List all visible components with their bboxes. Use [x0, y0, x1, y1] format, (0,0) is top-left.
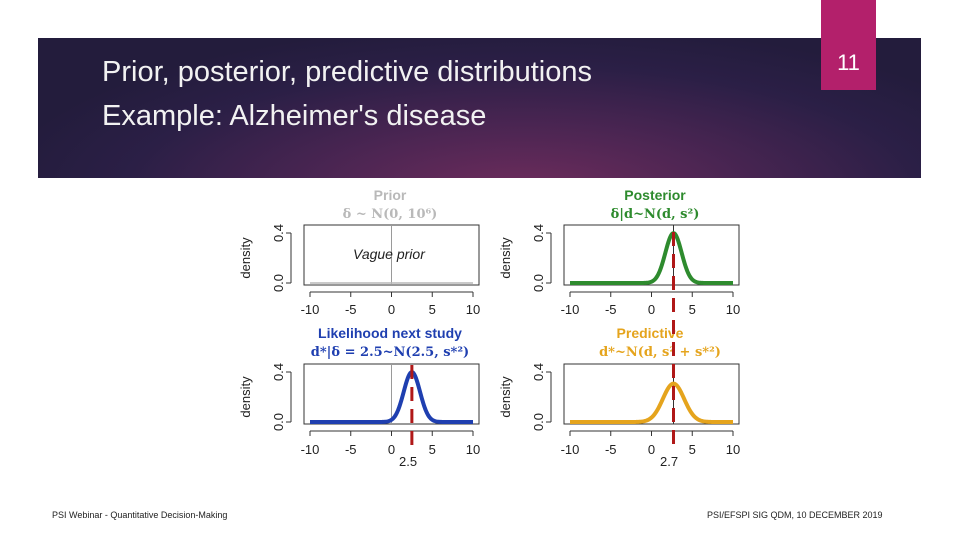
- posterior-y-tick-label: 0.0: [531, 274, 546, 292]
- posterior-title: Posterior: [624, 187, 686, 203]
- predictive-x-tick-label: 0: [648, 442, 655, 457]
- prior-title: Prior: [373, 187, 407, 203]
- likelihood-x-tick-label: -5: [345, 442, 357, 457]
- posterior-y-tick-label: 0.4: [531, 224, 546, 242]
- posterior-density-curve: [568, 231, 735, 285]
- footer-left: PSI Webinar - Quantitative Decision-Maki…: [52, 510, 228, 520]
- posterior-plot-box: [563, 224, 740, 286]
- predictive-marker-label: 2.7: [660, 454, 678, 469]
- posterior-x-tick-label: 5: [689, 302, 696, 317]
- predictive-x-tick-label: -10: [561, 442, 580, 457]
- predictive-x-tick-label: 10: [726, 442, 740, 457]
- likelihood-marker-label: 2.5: [399, 454, 417, 469]
- prior-x-tick-label: 10: [466, 302, 480, 317]
- posterior-x-tick-label: 10: [726, 302, 740, 317]
- posterior-formula: δ|d~N(d, s²): [610, 207, 700, 222]
- title-banner: [38, 38, 921, 178]
- page-number-tab: [821, 0, 876, 90]
- likelihood-x-tick-label: 10: [466, 442, 480, 457]
- likelihood-x-tick-label: -10: [301, 442, 320, 457]
- prior-x-tick-label: -10: [301, 302, 320, 317]
- predictive-y-tick-label: 0.4: [531, 363, 546, 381]
- prior-y-tick-label: 0.0: [271, 274, 286, 292]
- prior-x-tick-label: 0: [388, 302, 395, 317]
- slide-title: Prior, posterior, predictive distributio…: [102, 56, 592, 88]
- posterior-x-tick-label: 0: [648, 302, 655, 317]
- vague-prior-annotation: Vague prior: [353, 246, 426, 262]
- likelihood-density-curve: [308, 370, 475, 424]
- predictive-x-tick-label: 5: [689, 442, 696, 457]
- likelihood-formula: d*|δ = 2.5~N(2.5, s*²): [310, 345, 470, 360]
- likelihood-y-tick-label: 0.4: [271, 363, 286, 381]
- likelihood-y-tick-label: 0.0: [271, 413, 286, 431]
- predictive-title: Predictive: [616, 325, 684, 341]
- prior-x-tick-label: 5: [429, 302, 436, 317]
- prior-formula: δ ~ N(0, 10⁶): [342, 207, 438, 222]
- predictive-plot-box: [563, 363, 740, 425]
- prior-x-tick-label: -5: [345, 302, 357, 317]
- likelihood-y-axis-label: density: [238, 376, 253, 418]
- likelihood-x-tick-label: 0: [388, 442, 395, 457]
- slide-subtitle: Example: Alzheimer's disease: [102, 100, 487, 132]
- posterior-x-tick-label: -5: [605, 302, 617, 317]
- likelihood-x-tick-label: 5: [429, 442, 436, 457]
- predictive-y-axis-label: density: [498, 376, 513, 418]
- predictive-density-curve: [568, 381, 735, 424]
- prior-y-axis-label: density: [238, 237, 253, 279]
- posterior-y-axis-label: density: [498, 237, 513, 279]
- predictive-formula: d*~N(d, s² + s*²): [599, 345, 721, 360]
- page-number: 11: [837, 50, 860, 75]
- footer-right: PSI/EFSPI SIG QDM, 10 DECEMBER 2019: [707, 510, 883, 520]
- predictive-y-tick-label: 0.0: [531, 413, 546, 431]
- predictive-x-tick-label: -5: [605, 442, 617, 457]
- likelihood-title: Likelihood next study: [318, 325, 462, 341]
- prior-y-tick-label: 0.4: [271, 224, 286, 242]
- posterior-x-tick-label: -10: [561, 302, 580, 317]
